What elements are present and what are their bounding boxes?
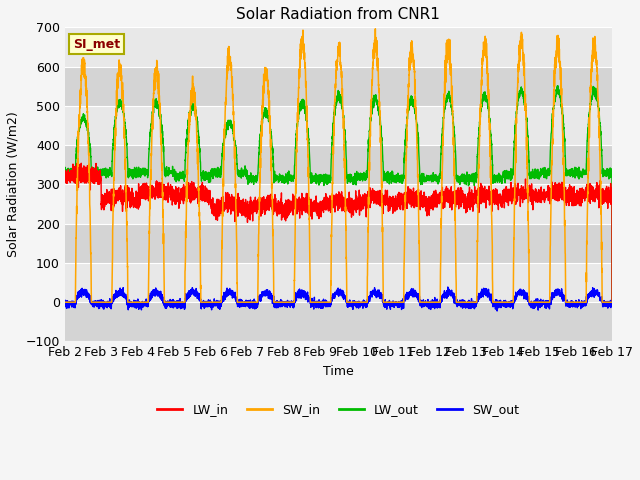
LW_in bbox=[608, 300, 616, 305]
LW_out bbox=[61, 171, 68, 177]
Line: SW_out: SW_out bbox=[65, 287, 612, 311]
LW_in bbox=[492, 201, 500, 207]
Y-axis label: Solar Radiation (W/m2): Solar Radiation (W/m2) bbox=[7, 111, 20, 257]
LW_in bbox=[607, 199, 615, 205]
LW_in bbox=[461, 193, 469, 199]
SW_out bbox=[608, 303, 616, 309]
LW_out bbox=[461, 172, 468, 178]
Bar bbox=[65, 224, 612, 263]
Legend: LW_in, SW_in, LW_out, SW_out: LW_in, SW_in, LW_out, SW_out bbox=[152, 398, 524, 421]
Line: LW_out: LW_out bbox=[65, 86, 612, 302]
Text: SI_met: SI_met bbox=[73, 38, 120, 51]
LW_in bbox=[159, 195, 167, 201]
SW_out bbox=[492, 300, 500, 305]
LW_out bbox=[431, 172, 438, 178]
Bar bbox=[65, 106, 612, 145]
SW_in bbox=[461, 300, 469, 305]
SW_in bbox=[492, 300, 500, 305]
SW_in bbox=[318, 300, 326, 305]
X-axis label: Time: Time bbox=[323, 365, 354, 378]
LW_in bbox=[318, 205, 326, 211]
SW_in bbox=[607, 300, 615, 305]
SW_out bbox=[461, 302, 469, 308]
SW_in bbox=[159, 207, 167, 213]
Bar bbox=[65, 302, 612, 341]
LW_out bbox=[608, 300, 616, 305]
SW_in bbox=[608, 300, 616, 305]
SW_out bbox=[493, 308, 501, 314]
Bar bbox=[65, 27, 612, 67]
SW_out bbox=[61, 305, 68, 311]
SW_out bbox=[159, 295, 167, 301]
Line: LW_in: LW_in bbox=[65, 163, 612, 302]
LW_out bbox=[492, 178, 500, 183]
LW_in bbox=[77, 160, 85, 166]
SW_out bbox=[431, 306, 438, 312]
LW_out bbox=[607, 168, 615, 174]
Line: SW_in: SW_in bbox=[65, 29, 612, 302]
SW_in bbox=[431, 300, 438, 305]
Bar bbox=[65, 67, 612, 106]
LW_in bbox=[431, 195, 438, 201]
SW_in bbox=[371, 26, 379, 32]
Bar bbox=[65, 184, 612, 224]
SW_in bbox=[61, 300, 68, 305]
SW_out bbox=[608, 300, 616, 305]
LW_out bbox=[554, 83, 561, 89]
LW_in bbox=[61, 170, 68, 176]
LW_out bbox=[159, 139, 167, 145]
Bar bbox=[65, 145, 612, 184]
LW_out bbox=[318, 176, 326, 181]
Title: Solar Radiation from CNR1: Solar Radiation from CNR1 bbox=[236, 7, 440, 22]
SW_out bbox=[318, 300, 326, 306]
Bar bbox=[65, 263, 612, 302]
SW_out bbox=[444, 284, 452, 290]
